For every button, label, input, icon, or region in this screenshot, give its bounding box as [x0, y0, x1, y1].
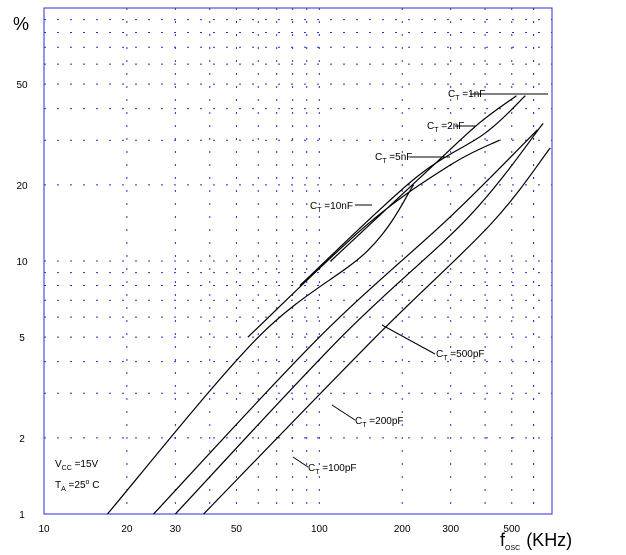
y-tick-label: 10 — [16, 257, 28, 268]
x-axis-label: fOSC (KHz) — [500, 530, 572, 552]
tick-labels: 10 20 30 50 100 200 300 500 1 2 5 10 20 50 — [16, 80, 520, 535]
curve-ct-1nf — [330, 95, 517, 262]
curve-labels: CT =1nF CT =2nF CT =5nF CT =10nF CT =500pF CT… — [292, 89, 548, 476]
curve-label: CT =1nF — [448, 89, 485, 102]
curve-ct-200pf — [174, 122, 544, 515]
curve-ct-10nf — [106, 184, 415, 515]
curve-label: CT =500pF — [436, 349, 485, 362]
curve-label: CT =2nF — [427, 121, 464, 134]
y-tick-label: 5 — [19, 333, 25, 344]
y-tick-label: 50 — [16, 80, 28, 91]
y-tick-label: 2 — [19, 434, 25, 445]
curves — [106, 95, 551, 515]
grid — [44, 8, 552, 514]
x-tick-label: 200 — [394, 524, 411, 535]
x-tick-label: 300 — [442, 524, 459, 535]
curve-label: CT =100pF — [308, 463, 357, 476]
plot-frame — [43, 7, 553, 515]
label-leader-line — [292, 456, 309, 468]
x-tick-label: 20 — [121, 524, 133, 535]
x-tick-label: 500 — [503, 524, 520, 535]
y-tick-label: 1 — [19, 510, 25, 521]
x-tick-label: 50 — [231, 524, 243, 535]
label-leader-line — [381, 324, 436, 355]
curve-ct-100pf — [203, 147, 551, 515]
curve-ct-500pf — [153, 129, 538, 515]
x-tick-label: 30 — [170, 524, 182, 535]
curve-label: CT =200pF — [355, 416, 404, 429]
ta-condition: TA =25o C — [55, 479, 99, 493]
label-leader-line — [331, 404, 356, 421]
curve-label: CT =10nF — [310, 201, 353, 214]
curve-ct-5nf — [247, 139, 500, 338]
y-tick-label: 20 — [16, 181, 28, 192]
x-tick-label: 10 — [38, 524, 50, 535]
x-tick-label: 100 — [311, 524, 328, 535]
curve-label: CT =5nF — [375, 152, 412, 165]
y-unit-label: % — [13, 14, 29, 34]
vcc-condition: VCC =15V — [55, 459, 99, 472]
curve-ct-2nf — [299, 95, 526, 286]
